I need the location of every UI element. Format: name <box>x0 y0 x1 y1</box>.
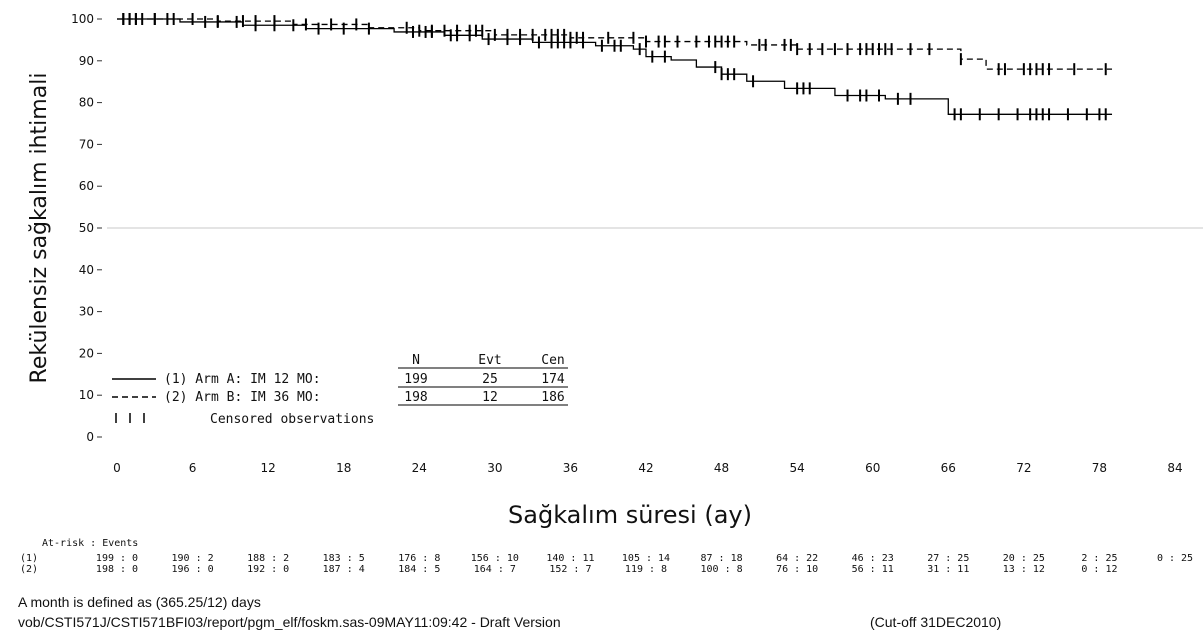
legend-censored: 186 <box>541 390 564 405</box>
legend-header: Cen <box>541 353 564 368</box>
legend-events: 25 <box>482 372 498 387</box>
legend-series-label: (2) Arm B: IM 36 MO: <box>164 390 321 405</box>
at-risk-value: 152 : 7 <box>549 564 591 575</box>
x-tick-label: 72 <box>1016 461 1031 475</box>
legend-n: 198 <box>404 390 427 405</box>
at-risk-value: 199 : 0 <box>96 553 138 564</box>
x-tick-label: 12 <box>261 461 276 475</box>
at-risk-value: 140 : 11 <box>546 553 594 564</box>
at-risk-value: 100 : 8 <box>700 564 742 575</box>
legend-header: N <box>412 353 420 368</box>
x-axis-label: Sağkalım süresi (ay) <box>508 501 752 529</box>
y-tick-label: 60 <box>79 179 94 193</box>
x-tick-label: 24 <box>412 461 427 475</box>
y-tick-label: 0 <box>86 430 94 444</box>
y-tick-label: 100 <box>71 12 94 26</box>
at-risk-table: At-risk : Events (1) 199 : 0 190 : 2 188 : 2… <box>20 538 1193 575</box>
at-risk-value: 119 : 8 <box>625 564 667 575</box>
at-risk-row-label: (1) <box>20 553 38 564</box>
at-risk-value: 164 : 7 <box>474 564 516 575</box>
x-tick-label: 66 <box>941 461 956 475</box>
at-risk-value: 176 : 8 <box>398 553 440 564</box>
at-risk-value: 198 : 0 <box>96 564 138 575</box>
x-tick-label: 18 <box>336 461 351 475</box>
x-tick-label: 84 <box>1167 461 1182 475</box>
x-tick-label: 0 <box>113 461 121 475</box>
at-risk-value: 2 : 25 <box>1081 553 1117 564</box>
at-risk-value: 190 : 2 <box>171 553 213 564</box>
y-tick-label: 30 <box>79 305 94 319</box>
at-risk-value: 27 : 25 <box>927 553 969 564</box>
at-risk-value: 156 : 10 <box>471 553 519 564</box>
at-risk-row-label: (2) <box>20 564 38 575</box>
y-tick-label: 80 <box>79 96 94 110</box>
at-risk-value: 192 : 0 <box>247 564 289 575</box>
x-tick-label: 42 <box>638 461 653 475</box>
at-risk-value: 56 : 11 <box>852 564 894 575</box>
footnote-program-path: vob/CSTI571J/CSTI571BFI03/report/pgm_elf… <box>18 614 561 630</box>
legend-events: 12 <box>482 390 498 405</box>
x-tick-label: 60 <box>865 461 880 475</box>
at-risk-value: 13 : 12 <box>1003 564 1045 575</box>
legend-series-label: (1) Arm A: IM 12 MO: <box>164 372 321 387</box>
at-risk-value: 188 : 2 <box>247 553 289 564</box>
y-tick-label: 40 <box>79 263 94 277</box>
x-tick-label: 36 <box>563 461 578 475</box>
at-risk-value: 0 : 12 <box>1081 564 1117 575</box>
y-tick-label: 90 <box>79 54 94 68</box>
legend-n: 199 <box>404 372 427 387</box>
legend: N Evt Cen (1) Arm A: IM 12 MO: 199 25 174 (2) A… <box>112 353 568 427</box>
footnote-month-definition: A month is defined as (365.25/12) days <box>18 594 261 610</box>
at-risk-value: 31 : 11 <box>927 564 969 575</box>
footnote-cutoff: (Cut-off 31DEC2010) <box>870 614 1002 630</box>
x-tick-label: 30 <box>487 461 502 475</box>
at-risk-value: 76 : 10 <box>776 564 818 575</box>
at-risk-value: 187 : 4 <box>323 564 365 575</box>
y-tick-label: 50 <box>79 221 94 235</box>
at-risk-value: 184 : 5 <box>398 564 440 575</box>
y-axis-label: Rekülensiz sağkalım ihtimali <box>27 73 52 384</box>
at-risk-value: 20 : 25 <box>1003 553 1045 564</box>
y-tick-label: 20 <box>79 346 94 360</box>
at-risk-value: 183 : 5 <box>323 553 365 564</box>
series-1-curve <box>117 18 1113 115</box>
at-risk-value: 46 : 23 <box>852 553 894 564</box>
y-tick-label: 70 <box>79 137 94 151</box>
y-tick-label: 10 <box>79 388 94 402</box>
at-risk-value: 0 : 25 <box>1157 553 1193 564</box>
x-tick-label: 6 <box>189 461 197 475</box>
legend-header: Evt <box>478 353 501 368</box>
at-risk-value: 87 : 18 <box>700 553 742 564</box>
at-risk-value: 196 : 0 <box>171 564 213 575</box>
x-tick-label: 78 <box>1092 461 1107 475</box>
at-risk-header: At-risk : Events <box>42 538 138 549</box>
x-tick-label: 54 <box>790 461 805 475</box>
legend-censored: 174 <box>541 372 565 387</box>
x-tick-label: 48 <box>714 461 729 475</box>
legend-censored-label: Censored observations <box>210 412 374 427</box>
at-risk-value: 105 : 14 <box>622 553 670 564</box>
at-risk-value: 64 : 22 <box>776 553 818 564</box>
